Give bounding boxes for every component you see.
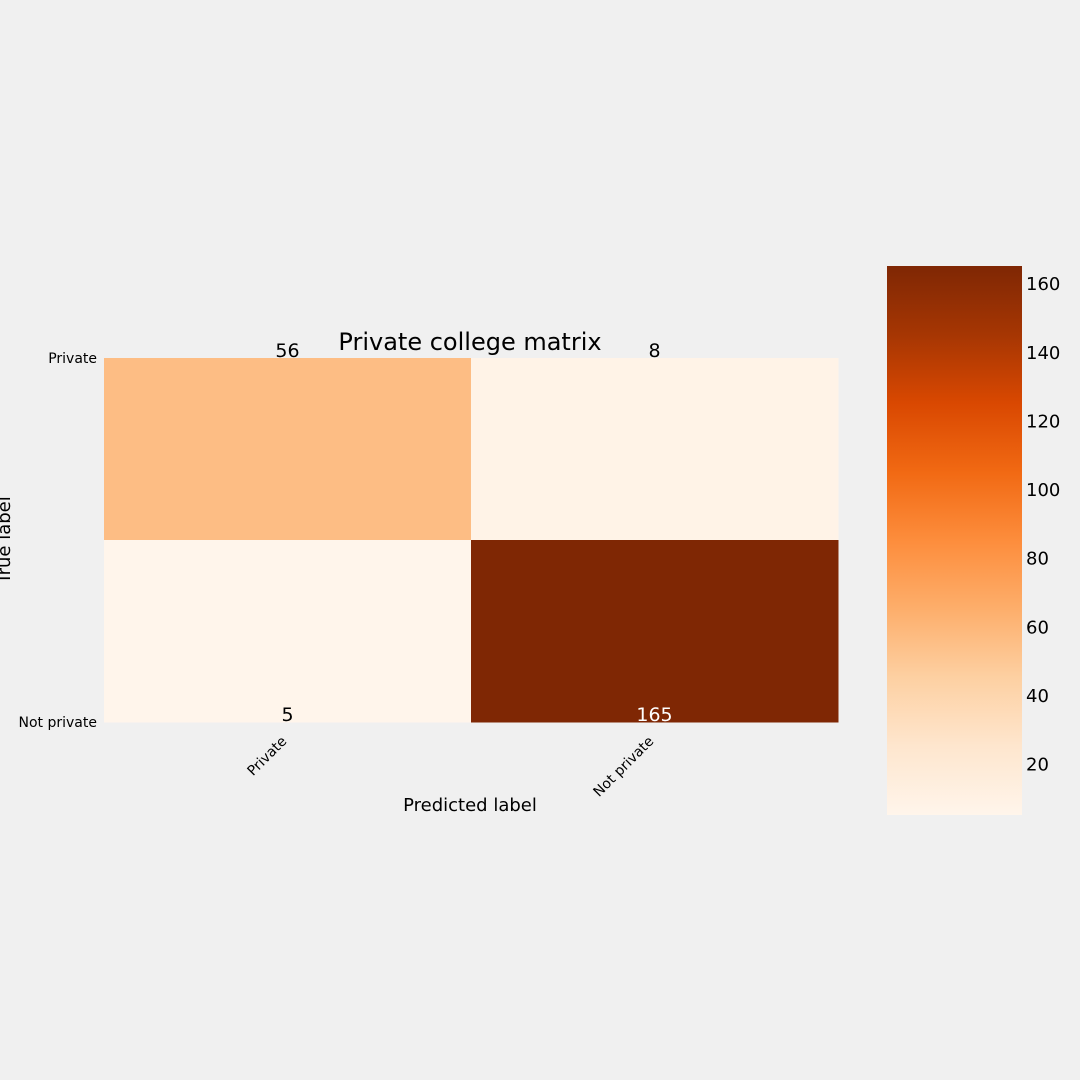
cell-value-label: 8: [648, 340, 660, 362]
colorbar-tick-label: 160: [1026, 274, 1060, 295]
colorbar-tick-labels: 20 40 60 80 100 120 140 160: [1026, 274, 1060, 775]
x-tick-labels: Private Not private: [244, 734, 657, 801]
y-tick-label: Private: [48, 351, 97, 367]
y-tick-labels: Private Not private: [19, 351, 97, 731]
cell-value-label: 56: [275, 340, 299, 362]
y-axis-label: True label: [0, 496, 15, 585]
matrix-cell: [104, 358, 472, 541]
matrix-cell: [104, 540, 472, 723]
y-tick-label: Not private: [19, 715, 97, 731]
colorbar-tick-label: 100: [1026, 480, 1060, 501]
colorbar-tick-label: 80: [1026, 549, 1049, 570]
colorbar: [887, 266, 1022, 815]
x-axis-label: Predicted label: [403, 795, 537, 816]
chart-title: Private college matrix: [338, 328, 601, 356]
colorbar-tick-label: 140: [1026, 343, 1060, 364]
cell-value-label: 165: [636, 704, 672, 726]
matrix-cell-labels: 56 8 5 165: [275, 340, 672, 726]
x-tick-label: Not private: [591, 734, 658, 801]
colorbar-tick-label: 120: [1026, 411, 1060, 432]
colorbar-tick-label: 40: [1026, 686, 1049, 707]
colorbar-tick-label: 20: [1026, 755, 1049, 776]
matrix-cells: [104, 358, 839, 723]
matrix-cell: [471, 358, 839, 541]
cell-value-label: 5: [281, 704, 293, 726]
matrix-cell: [471, 540, 839, 723]
colorbar-tick-label: 60: [1026, 617, 1049, 638]
x-tick-label: Private: [244, 734, 290, 780]
